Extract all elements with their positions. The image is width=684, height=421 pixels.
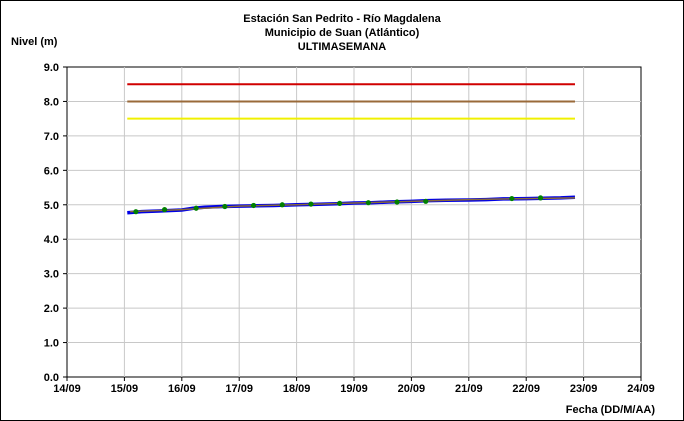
y-tick-label: 9.0 [44,62,59,74]
y-tick-label: 1.0 [44,338,59,350]
x-tick-labels: 14/09 15/09 16/09 17/09 18/09 19/09 20/09 21/09… [53,377,655,395]
x-axis-label: Fecha (DD/M/AA) [566,404,656,416]
x-tick-label: 24/09 [627,383,655,395]
y-tick-labels: 0.0 1.0 2.0 3.0 4.0 5.0 6.0 7.0 8.0 9.0 [44,62,67,384]
y-axis-label: Nivel (m) [11,36,58,48]
y-tick-label: 2.0 [44,303,59,315]
series-point [133,209,139,215]
series-point [537,195,544,201]
series-group [127,195,576,215]
y-tick-label: 8.0 [44,96,59,108]
y-tick-label: 5.0 [44,200,59,212]
x-tick-label: 17/09 [225,383,253,395]
y-tick-label: 6.0 [44,165,59,177]
x-tick-label: 20/09 [398,383,426,395]
chart-title: Estación San Pedrito - Río Magdalena [243,13,441,25]
chart-subtitle-2: ULTIMASEMANA [298,41,386,53]
x-tick-label: 16/09 [168,383,196,395]
x-tick-label: 18/09 [283,383,311,395]
x-tick-label: 15/09 [111,383,139,395]
series-point [222,203,228,210]
series-point [279,202,285,208]
x-tick-label: 22/09 [512,383,540,395]
series-line [130,197,576,213]
series-point [365,200,371,206]
series-point [308,201,314,207]
x-tick-label: 14/09 [53,383,81,395]
series-point [161,207,168,213]
series-point [394,199,400,205]
y-tick-label: 0.0 [44,372,59,384]
series-point [423,198,429,204]
series-point [509,195,515,202]
threshold-lines [127,83,575,120]
y-tick-label: 7.0 [44,131,59,143]
x-tick-label: 19/09 [340,383,368,395]
series-point [193,205,199,211]
y-tick-label: 3.0 [44,269,59,281]
series-point [337,200,343,206]
chart-subtitle: Municipio de Suan (Atlántico) [265,27,420,39]
x-tick-label: 23/09 [570,383,598,395]
series-point [250,202,257,209]
x-tick-label: 21/09 [455,383,483,395]
y-tick-label: 4.0 [44,234,59,246]
